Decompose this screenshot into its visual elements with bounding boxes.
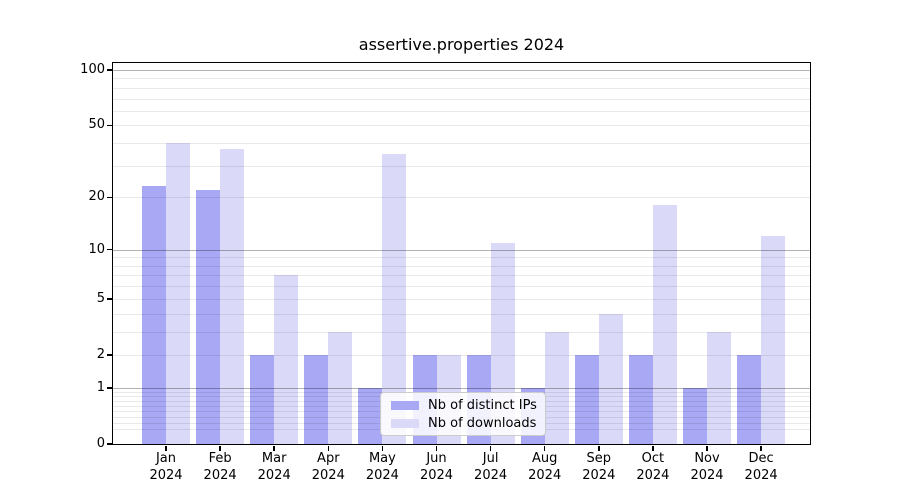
legend-item-downloads: Nb of downloads: [381, 416, 545, 431]
x-tick-label: Sep 2024: [582, 451, 616, 483]
bar-downloads-jan: [166, 143, 190, 444]
major-gridline: [113, 69, 810, 71]
y-tick-label: 2: [96, 346, 105, 362]
chart-title: assertive.properties 2024: [358, 35, 565, 54]
minor-gridline: [113, 313, 810, 315]
x-tick-mark: [381, 445, 384, 451]
plot-area: [113, 63, 810, 444]
minor-gridline: [113, 275, 810, 277]
bar-distinct-ips-may: [358, 387, 383, 444]
bar-downloads-nov: [707, 331, 731, 444]
bar-distinct-ips-feb: [196, 189, 221, 444]
legend-swatch-downloads: [391, 418, 419, 428]
legend-label-distinct-ips: Nb of distinct IPs: [428, 397, 537, 413]
bar-distinct-ips-dec: [737, 354, 762, 444]
bar-distinct-ips-apr: [304, 354, 329, 444]
x-tick-label: Mar 2024: [257, 451, 291, 483]
bar-distinct-ips-oct: [628, 354, 653, 444]
bar-downloads-sep: [598, 313, 623, 444]
x-tick-mark: [165, 445, 167, 451]
minor-gridline: [113, 298, 810, 300]
x-tick-mark: [652, 445, 654, 451]
y-tick-label: 5: [96, 290, 105, 306]
y-tick-mark: [106, 443, 112, 445]
minor-gridline: [113, 165, 810, 167]
major-gridline: [113, 387, 810, 389]
x-tick-mark: [273, 445, 275, 451]
minor-gridline: [113, 331, 810, 333]
minor-gridline: [113, 257, 810, 259]
x-tick-label: Jul 2024: [474, 451, 508, 483]
x-tick-mark: [598, 445, 600, 451]
x-tick-label: Aug 2024: [528, 451, 562, 483]
x-tick-label: Jun 2024: [419, 451, 454, 483]
y-tick-mark: [106, 298, 112, 300]
minor-gridline: [113, 265, 810, 267]
y-tick-label: 10: [88, 241, 105, 257]
legend-label-downloads: Nb of downloads: [428, 415, 537, 431]
x-tick-label: May 2024: [365, 451, 399, 483]
x-tick-mark: [219, 445, 221, 451]
x-tick-mark: [706, 445, 708, 451]
x-tick-mark: [543, 445, 546, 451]
x-tick-label: Oct 2024: [636, 451, 670, 483]
major-gridline: [113, 249, 810, 251]
y-tick-label: 20: [88, 189, 105, 205]
y-tick-label: 50: [88, 117, 105, 133]
x-tick-mark: [489, 445, 492, 451]
legend-item-distinct-ips: Nb of distinct IPs: [381, 398, 545, 413]
minor-gridline: [113, 354, 810, 356]
y-tick-mark: [106, 248, 112, 251]
y-tick-label: 1: [96, 379, 105, 395]
bar-downloads-oct: [652, 205, 677, 444]
legend: Nb of distinct IPs Nb of downloads: [380, 392, 546, 436]
bar-downloads-dec: [761, 236, 786, 444]
x-tick-mark: [435, 445, 438, 451]
y-tick-label: 0: [96, 436, 105, 451]
minor-gridline: [113, 110, 810, 112]
y-tick-mark: [106, 354, 112, 356]
y-tick-mark: [106, 69, 112, 71]
minor-gridline: [113, 78, 810, 80]
bar-downloads-aug: [544, 331, 569, 444]
minor-gridline: [113, 87, 810, 89]
bar-distinct-ips-nov: [683, 387, 707, 444]
x-tick-label: Apr 2024: [311, 451, 345, 483]
legend-swatch-distinct-ips: [391, 400, 419, 410]
bar-distinct-ips-jan: [142, 186, 166, 444]
bar-downloads-mar: [274, 275, 299, 444]
bar-downloads-apr: [328, 331, 353, 444]
y-tick-label: 100: [80, 61, 105, 77]
x-tick-mark: [760, 445, 762, 451]
minor-gridline: [113, 98, 810, 100]
bar-distinct-ips-mar: [250, 354, 275, 444]
bar-downloads-feb: [220, 149, 245, 444]
y-tick-mark: [106, 387, 112, 389]
x-tick-label: Jan 2024: [149, 451, 183, 483]
bar-distinct-ips-sep: [574, 354, 599, 444]
minor-gridline: [113, 125, 810, 127]
minor-gridline: [113, 286, 810, 288]
y-tick-mark: [106, 124, 112, 127]
x-tick-mark: [327, 445, 330, 451]
x-tick-label: Nov 2024: [690, 451, 724, 483]
minor-gridline: [113, 143, 810, 145]
minor-gridline: [113, 197, 810, 199]
x-tick-label: Dec 2024: [744, 451, 778, 483]
y-tick-mark: [106, 196, 112, 199]
x-tick-label: Feb 2024: [203, 451, 237, 483]
